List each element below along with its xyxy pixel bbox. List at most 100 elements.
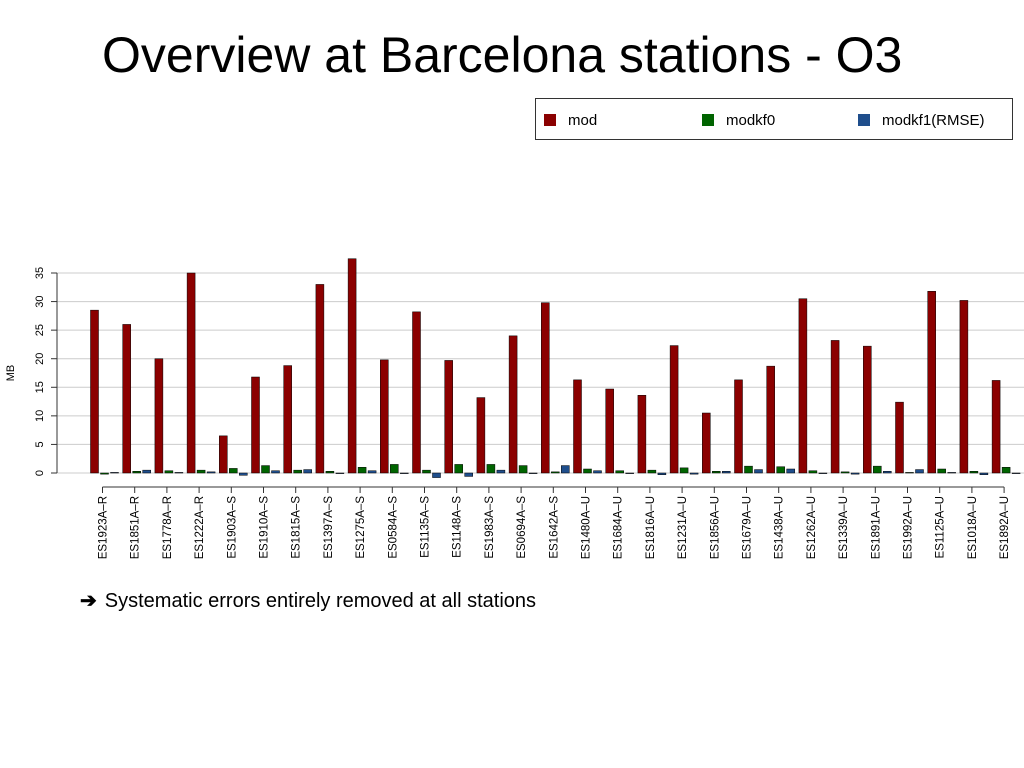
y-tick-label: 30 (34, 295, 46, 307)
legend-label-mod: mod (568, 111, 598, 129)
x-tick-label: ES1851A–R (130, 496, 142, 559)
bar-mod (669, 345, 679, 474)
bar-modkf1rmse (110, 472, 119, 474)
x-tick-label: ES1923A–R (98, 496, 110, 559)
bar-modkf1rmse (593, 470, 602, 474)
x-tick-label: ES1222A–R (194, 496, 206, 559)
bar-modkf0 (422, 469, 431, 474)
bar-mod (508, 335, 518, 474)
bar-modkf1rmse (432, 472, 441, 478)
bar-modkf0 (776, 466, 785, 474)
bar-modkf1rmse (142, 469, 151, 474)
bar-modkf0 (100, 472, 109, 475)
bar-modkf0 (454, 464, 463, 474)
bar-modkf1rmse (367, 470, 377, 474)
arrow-icon: ➔ (80, 590, 97, 612)
bar-modkf0 (132, 471, 141, 474)
bar-mod (444, 360, 453, 474)
bar-modkf1rmse (625, 472, 634, 474)
bar-mod (315, 284, 325, 474)
x-tick-label: ES1983A–S (484, 496, 496, 559)
bar-mod (702, 412, 711, 474)
x-tick-label: ES1438A–U (774, 496, 786, 559)
x-tick-label: ES1778A–R (162, 496, 174, 559)
bar-modkf1rmse (239, 472, 248, 476)
legend-item-modkf1: modkf1(RMSE) (858, 112, 985, 129)
bar-chart: 0 5 10 15 20 25 30 35 MB ES1923A–R ES1851A–R ES1778… (5, 258, 1024, 559)
bar-modkf0 (840, 471, 850, 474)
bar-modkf0 (615, 470, 624, 474)
bar-modkf0 (486, 464, 496, 474)
y-axis-label: MB (5, 365, 17, 382)
y-tick-label: 20 (34, 353, 46, 365)
bullet-point: ➔ Systematic errors entirely removed at a… (80, 588, 536, 613)
y-tick-label: 5 (34, 441, 46, 447)
x-tick-label: ES1679A–U (742, 496, 754, 559)
bar-mod (219, 435, 228, 474)
legend-item-mod: mod (544, 111, 598, 129)
bar-modkf1rmse (915, 469, 924, 474)
x-tick-label: ES1891A–U (870, 496, 882, 559)
x-tick-label: ES1018A–U (967, 496, 979, 559)
x-tick-label: ES1275A–S (355, 496, 367, 559)
legend-swatch-mod (544, 114, 556, 126)
bar-mod (412, 311, 421, 474)
bar-modkf1rmse (689, 472, 699, 475)
bar-modkf0 (808, 470, 818, 474)
bar-modkf0 (551, 471, 560, 474)
bar-mod (90, 309, 99, 474)
bar-mod (895, 401, 904, 474)
y-tick-label: 10 (34, 410, 46, 422)
bar-modkf1rmse (883, 471, 892, 474)
x-tick-label: ES1231A–U (677, 496, 689, 559)
bar-mod (830, 340, 840, 474)
bar-modkf0 (1001, 467, 1011, 474)
bar-mod (798, 298, 808, 474)
bar-modkf0 (744, 465, 753, 474)
bar-modkf1rmse (335, 472, 345, 474)
bar-mod (573, 379, 582, 474)
bar-mod (251, 376, 260, 474)
bar-modkf1rmse (464, 472, 473, 477)
bar-modkf0 (164, 470, 174, 474)
bar-modkf1rmse (528, 472, 538, 474)
legend-swatch-modkf1 (858, 114, 870, 126)
y-tick-label: 15 (34, 381, 46, 393)
x-tick-label: ES1903A–S (226, 496, 238, 559)
x-tick-label: ES1642A–S (548, 496, 560, 559)
x-tick-label: ES1892A–U (999, 496, 1011, 559)
bar-mod (927, 291, 936, 474)
bar-modkf0 (196, 469, 206, 474)
x-tick-label: ES1148A–S (452, 496, 464, 558)
bar-modkf0 (712, 471, 721, 474)
bar-modkf1rmse (561, 465, 570, 474)
bar-modkf1rmse (979, 472, 989, 475)
x-tick-label: ES1910A–S (259, 496, 271, 559)
bar-mod (186, 272, 196, 474)
x-tick-label: ES0584A–S (387, 496, 399, 559)
bar-mod (541, 302, 550, 474)
bar-mod (959, 300, 969, 474)
bar-modkf0 (325, 471, 335, 474)
bar-mod (991, 380, 1001, 474)
bar-modkf0 (647, 469, 657, 474)
bar-modkf0 (357, 467, 367, 474)
bar-modkf1rmse (271, 470, 280, 474)
legend-item-modkf0: modkf0 (702, 112, 775, 129)
bar-mod (734, 379, 743, 474)
bar-modkf0 (873, 465, 882, 474)
bar-modkf1rmse (174, 472, 184, 474)
bar-mod (637, 395, 647, 474)
bar-mod (154, 358, 164, 474)
x-tick-label: ES1480A–U (581, 496, 593, 559)
bar-modkf1rmse (657, 472, 667, 475)
bar-modkf1rmse (206, 471, 216, 474)
y-tick-label: 25 (34, 324, 46, 336)
x-tick-label: ES0694A–S (516, 496, 528, 559)
bar-modkf0 (261, 465, 270, 474)
bar-modkf0 (905, 472, 914, 474)
bar-modkf1rmse (400, 472, 409, 474)
bar-mod (347, 258, 357, 474)
bar-modkf1rmse (496, 469, 506, 474)
bar-modkf1rmse (786, 468, 795, 474)
